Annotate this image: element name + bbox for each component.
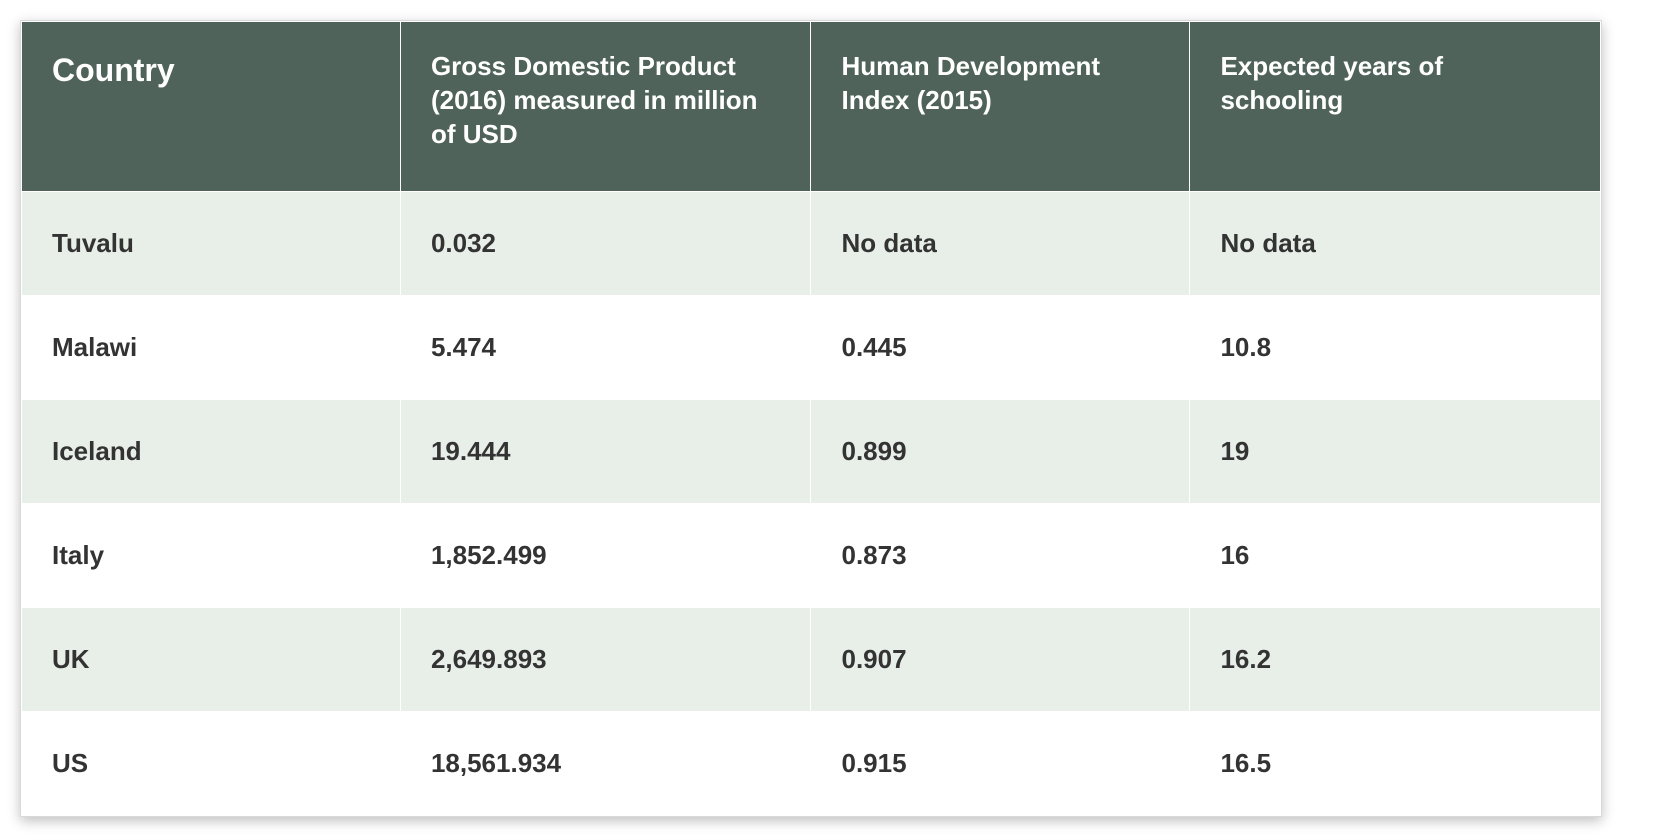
col-header-gdp: Gross Domestic Product (2016) measured i…	[400, 22, 811, 192]
table-row: US 18,561.934 0.915 16.5	[22, 712, 1601, 816]
cell-schooling: No data	[1190, 192, 1601, 296]
cell-schooling: 19	[1190, 400, 1601, 504]
cell-gdp: 5.474	[400, 296, 811, 400]
cell-country: Iceland	[22, 400, 401, 504]
cell-gdp: 0.032	[400, 192, 811, 296]
cell-gdp: 19.444	[400, 400, 811, 504]
cell-gdp: 1,852.499	[400, 504, 811, 608]
cell-hdi: 0.873	[811, 504, 1190, 608]
table-row: UK 2,649.893 0.907 16.2	[22, 608, 1601, 712]
table-header: Country Gross Domestic Product (2016) me…	[22, 22, 1601, 192]
cell-country: Tuvalu	[22, 192, 401, 296]
country-indicators-table: Country Gross Domestic Product (2016) me…	[21, 21, 1601, 816]
table-row: Italy 1,852.499 0.873 16	[22, 504, 1601, 608]
cell-gdp: 18,561.934	[400, 712, 811, 816]
cell-hdi: 0.915	[811, 712, 1190, 816]
table-body: Tuvalu 0.032 No data No data Malawi 5.47…	[22, 192, 1601, 816]
col-header-schooling: Expected years of schooling	[1190, 22, 1601, 192]
cell-hdi: No data	[811, 192, 1190, 296]
cell-gdp: 2,649.893	[400, 608, 811, 712]
col-header-hdi: Human Development Index (2015)	[811, 22, 1190, 192]
data-table-container: Country Gross Domestic Product (2016) me…	[20, 20, 1602, 817]
cell-hdi: 0.445	[811, 296, 1190, 400]
cell-hdi: 0.899	[811, 400, 1190, 504]
cell-country: US	[22, 712, 401, 816]
table-header-row: Country Gross Domestic Product (2016) me…	[22, 22, 1601, 192]
cell-hdi: 0.907	[811, 608, 1190, 712]
cell-schooling: 16.5	[1190, 712, 1601, 816]
cell-country: UK	[22, 608, 401, 712]
cell-country: Malawi	[22, 296, 401, 400]
col-header-country: Country	[22, 22, 401, 192]
table-row: Tuvalu 0.032 No data No data	[22, 192, 1601, 296]
table-row: Iceland 19.444 0.899 19	[22, 400, 1601, 504]
cell-schooling: 10.8	[1190, 296, 1601, 400]
cell-country: Italy	[22, 504, 401, 608]
cell-schooling: 16	[1190, 504, 1601, 608]
cell-schooling: 16.2	[1190, 608, 1601, 712]
table-row: Malawi 5.474 0.445 10.8	[22, 296, 1601, 400]
